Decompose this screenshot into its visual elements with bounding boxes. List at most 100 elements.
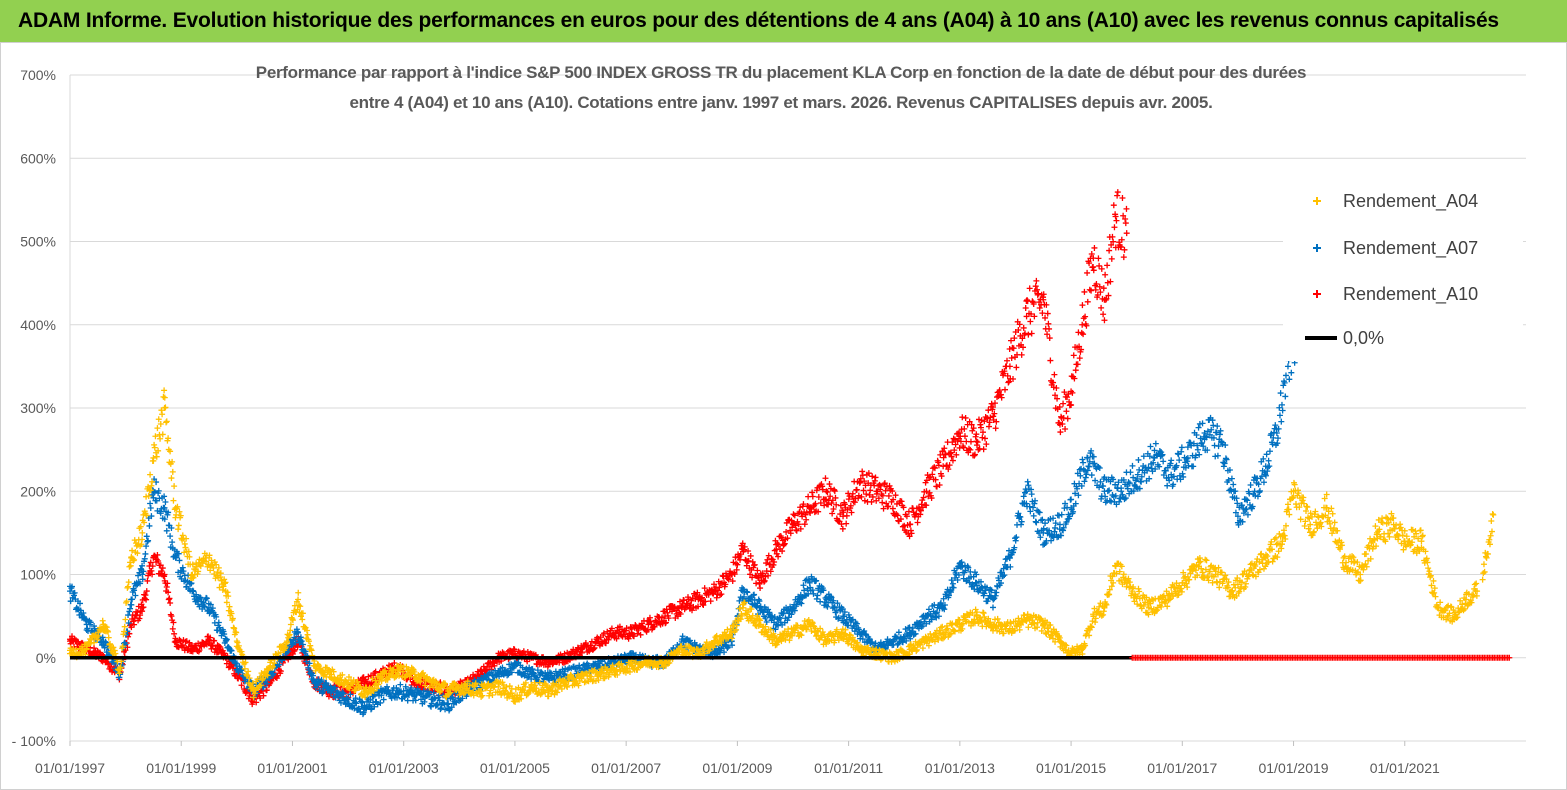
data-point [695, 603, 702, 610]
data-point [823, 602, 830, 609]
data-point [128, 601, 135, 608]
data-point [983, 441, 990, 448]
data-point [302, 648, 309, 655]
data-point [1096, 262, 1103, 269]
data-point [1122, 495, 1129, 502]
data-point [1028, 311, 1035, 318]
data-point [855, 626, 862, 633]
data-point [1260, 455, 1267, 462]
data-point [725, 644, 732, 651]
data-point [960, 444, 967, 451]
data-point [797, 504, 804, 511]
data-point [533, 674, 540, 681]
data-point [188, 580, 195, 587]
data-point [176, 557, 183, 564]
data-point [1078, 482, 1085, 489]
data-point [971, 451, 978, 458]
data-point [150, 457, 157, 464]
y-tick-label: 300% [20, 400, 56, 416]
data-point [1062, 500, 1069, 507]
data-point [357, 698, 364, 705]
data-point [753, 580, 760, 587]
x-tick-label: 01/01/2015 [1036, 760, 1106, 776]
data-point [1152, 440, 1159, 447]
data-point [562, 665, 569, 672]
data-point [894, 512, 901, 519]
data-point [965, 445, 972, 452]
data-point [1042, 520, 1049, 527]
data-point [91, 623, 98, 630]
data-point [1162, 467, 1169, 474]
data-point [1046, 325, 1053, 332]
data-point [775, 553, 782, 560]
data-point [1072, 500, 1079, 507]
data-point [253, 699, 260, 706]
data-point [1158, 452, 1165, 459]
data-point [189, 587, 196, 594]
data-point [860, 487, 867, 494]
data-point [308, 647, 315, 654]
data-point [297, 613, 304, 620]
data-point [1242, 496, 1249, 503]
data-point [941, 445, 948, 452]
data-point [195, 568, 202, 575]
data-point [239, 667, 246, 674]
data-point [1024, 297, 1031, 304]
data-point [130, 557, 137, 564]
data-point [285, 632, 292, 639]
data-point [154, 507, 161, 514]
data-point [705, 591, 712, 598]
data-point [970, 425, 977, 432]
data-point [664, 609, 671, 616]
data-point [755, 575, 762, 582]
data-point [420, 687, 427, 694]
data-point [257, 695, 264, 702]
data-point [1194, 446, 1201, 453]
x-tick-label: 01/01/2003 [369, 760, 439, 776]
data-point [1151, 447, 1158, 454]
data-point [186, 553, 193, 560]
data-point [795, 596, 802, 603]
data-point [1062, 425, 1069, 432]
data-point [1045, 320, 1052, 327]
data-point [1199, 420, 1206, 427]
data-point [375, 692, 382, 699]
data-point [1065, 390, 1072, 397]
data-point [137, 580, 144, 587]
data-point [426, 691, 433, 698]
data-point [950, 435, 957, 442]
data-point [297, 603, 304, 610]
data-point [430, 689, 437, 696]
data-point [144, 538, 151, 545]
data-point [1060, 400, 1067, 407]
data-point [215, 642, 222, 649]
data-point [238, 648, 245, 655]
data-point [158, 568, 165, 575]
data-point [875, 495, 882, 502]
data-point [825, 501, 832, 508]
data-point [129, 547, 136, 554]
data-point [1213, 429, 1220, 436]
data-point [955, 430, 962, 437]
data-point [1223, 456, 1230, 463]
data-point [908, 530, 915, 537]
data-point [139, 576, 146, 583]
data-point [105, 634, 112, 641]
data-point [246, 675, 253, 682]
data-point [1246, 490, 1253, 497]
x-tick-label: 01/01/2017 [1147, 760, 1217, 776]
data-point [127, 605, 134, 612]
data-point [909, 625, 916, 632]
data-point [1104, 262, 1111, 269]
data-point [212, 575, 219, 582]
data-point [744, 589, 751, 596]
data-point [1079, 456, 1086, 463]
data-point [1118, 236, 1125, 243]
data-point [99, 634, 106, 641]
data-point [331, 684, 338, 691]
data-point [294, 628, 301, 635]
data-point [1251, 488, 1258, 495]
data-point [133, 582, 140, 589]
data-point [975, 446, 982, 453]
data-point [962, 414, 969, 421]
